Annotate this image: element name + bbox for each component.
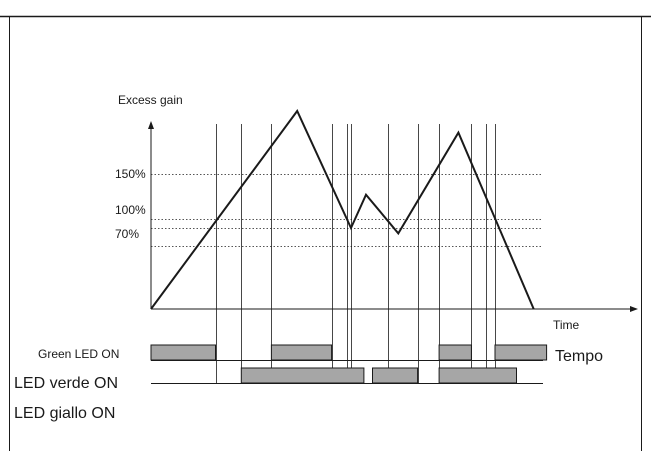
led-bar-verde-1 [372, 367, 419, 384]
led-bar-green-0 [150, 344, 216, 361]
led-bar-green-2 [438, 344, 472, 361]
led-row-label-green: Green LED ON [38, 347, 119, 361]
threshold-label-150: 150% [115, 167, 146, 181]
led-bars [150, 344, 548, 384]
led-row-label-giallo: LED giallo ON [14, 405, 115, 422]
x-axis-arrowhead [630, 306, 638, 312]
threshold-lines [151, 174, 543, 247]
y-axis-arrowhead [148, 121, 154, 129]
excess-gain-signal-line [150, 109, 535, 310]
threshold-label-100: 100% [115, 203, 146, 217]
x-axis-label-alt: Tempo [555, 348, 603, 365]
threshold-label-70: 70% [115, 227, 139, 241]
led-bar-verde-2 [438, 367, 518, 384]
led-row-label-verde: LED verde ON [14, 375, 118, 392]
led-bar-green-3 [494, 344, 548, 361]
y-axis-label: Excess gain [118, 93, 183, 107]
x-axis-label: Time [553, 318, 580, 332]
led-bar-verde-0 [240, 367, 365, 384]
event-lines [216, 124, 496, 384]
led-bar-green-1 [270, 344, 333, 361]
